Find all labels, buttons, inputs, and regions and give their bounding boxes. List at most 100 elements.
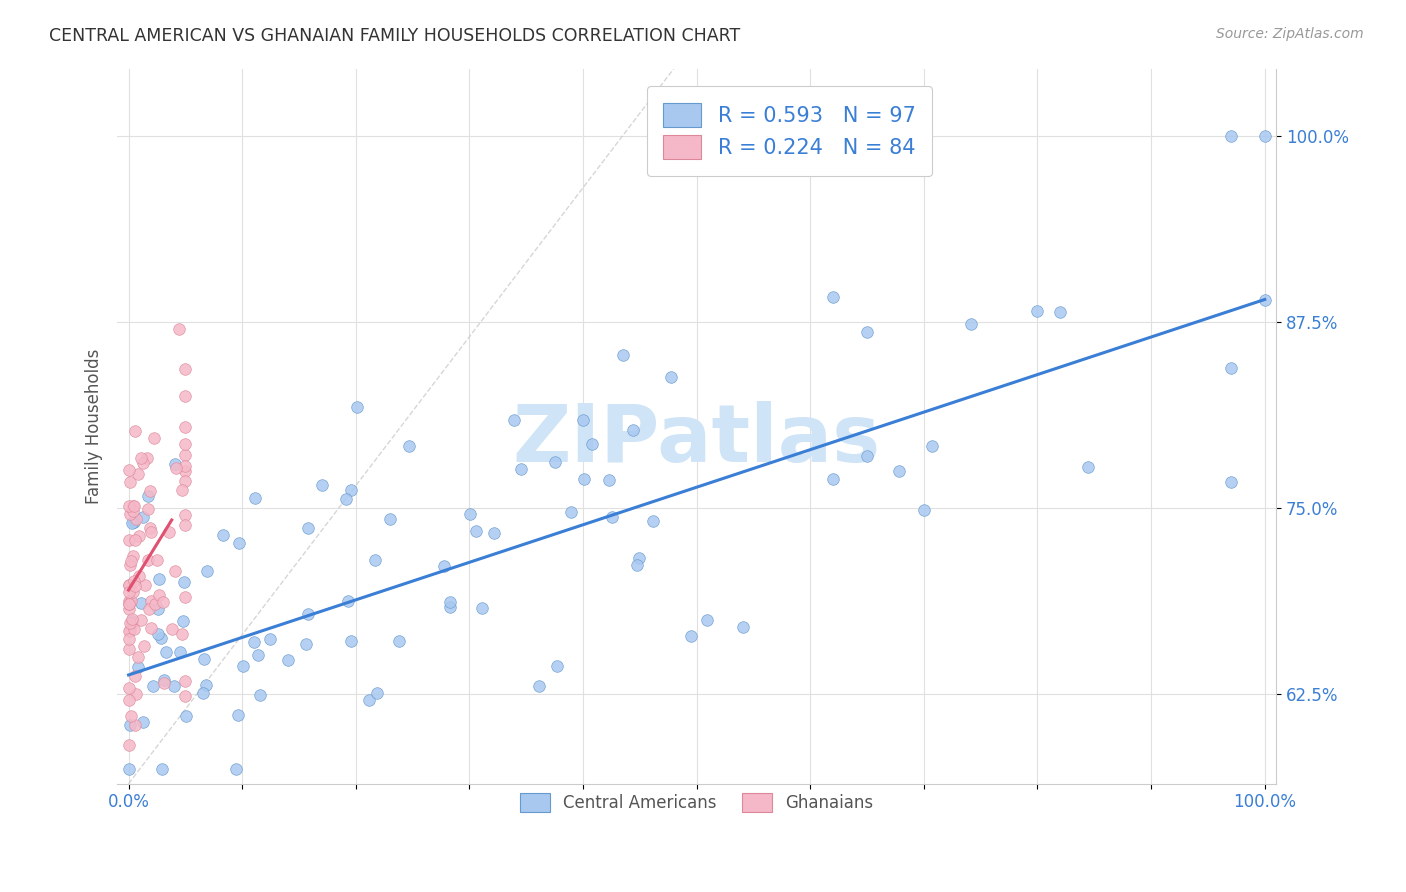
Point	[889, 464, 911, 478]
Point	[165, 457, 187, 471]
Point	[1254, 128, 1277, 143]
Point	[160, 622, 183, 636]
Text: ZIPatlas: ZIPatlas	[513, 401, 880, 479]
Point	[142, 679, 165, 693]
Point	[129, 596, 152, 610]
Point	[277, 653, 299, 667]
Point	[174, 475, 197, 489]
Point	[572, 413, 595, 427]
Point	[167, 322, 190, 336]
Point	[122, 549, 145, 563]
Point	[174, 673, 197, 688]
Point	[139, 521, 162, 535]
Point	[243, 491, 266, 505]
Point	[118, 632, 141, 646]
Point	[502, 413, 524, 427]
Point	[612, 348, 634, 362]
Point	[122, 499, 145, 513]
Point	[120, 623, 142, 637]
Legend: Central Americans, Ghanaians: Central Americans, Ghanaians	[506, 780, 887, 825]
Point	[621, 423, 644, 437]
Point	[921, 439, 943, 453]
Point	[1219, 475, 1241, 489]
Point	[439, 600, 461, 615]
Point	[174, 458, 197, 473]
Point	[124, 512, 146, 526]
Point	[128, 529, 150, 543]
Point	[482, 525, 505, 540]
Point	[174, 419, 197, 434]
Point	[121, 504, 143, 518]
Point	[117, 594, 139, 608]
Point	[174, 517, 197, 532]
Point	[359, 693, 381, 707]
Point	[337, 594, 360, 608]
Point	[139, 484, 162, 499]
Point	[122, 574, 145, 588]
Point	[132, 639, 155, 653]
Point	[124, 718, 146, 732]
Point	[1219, 128, 1241, 143]
Point	[139, 594, 162, 608]
Point	[458, 508, 481, 522]
Point	[132, 509, 155, 524]
Point	[125, 687, 148, 701]
Point	[134, 578, 156, 592]
Point	[124, 533, 146, 548]
Point	[641, 514, 664, 528]
Point	[464, 524, 486, 538]
Point	[560, 505, 582, 519]
Point	[174, 689, 197, 703]
Point	[259, 632, 281, 646]
Point	[118, 738, 141, 752]
Point	[174, 508, 197, 523]
Point	[366, 686, 388, 700]
Point	[297, 521, 319, 535]
Point	[226, 708, 249, 723]
Y-axis label: Family Households: Family Households	[86, 349, 103, 504]
Point	[127, 650, 149, 665]
Point	[194, 678, 217, 692]
Point	[132, 457, 155, 471]
Point	[510, 462, 533, 476]
Point	[696, 614, 718, 628]
Point	[121, 584, 143, 599]
Point	[117, 601, 139, 615]
Point	[626, 558, 648, 572]
Point	[439, 595, 461, 609]
Point	[733, 620, 755, 634]
Point	[122, 622, 145, 636]
Point	[165, 461, 187, 475]
Point	[117, 597, 139, 611]
Point	[139, 621, 162, 635]
Point	[152, 594, 174, 608]
Point	[122, 515, 145, 529]
Point	[363, 553, 385, 567]
Point	[433, 558, 456, 573]
Point	[246, 648, 269, 662]
Point	[131, 714, 153, 729]
Point	[122, 500, 145, 514]
Point	[155, 645, 177, 659]
Point	[136, 450, 159, 465]
Point	[148, 588, 170, 602]
Point	[136, 501, 159, 516]
Point	[127, 467, 149, 481]
Point	[339, 483, 361, 497]
Point	[124, 669, 146, 683]
Point	[249, 688, 271, 702]
Point	[150, 631, 173, 645]
Point	[118, 475, 141, 490]
Point	[856, 325, 879, 339]
Point	[153, 673, 176, 687]
Point	[118, 508, 141, 522]
Point	[543, 455, 565, 469]
Point	[118, 558, 141, 572]
Text: CENTRAL AMERICAN VS GHANAIAN FAMILY HOUSEHOLDS CORRELATION CHART: CENTRAL AMERICAN VS GHANAIAN FAMILY HOUS…	[49, 27, 741, 45]
Point	[117, 642, 139, 657]
Point	[581, 437, 603, 451]
Point	[311, 477, 333, 491]
Point	[232, 659, 254, 673]
Point	[821, 472, 844, 486]
Point	[1026, 304, 1049, 318]
